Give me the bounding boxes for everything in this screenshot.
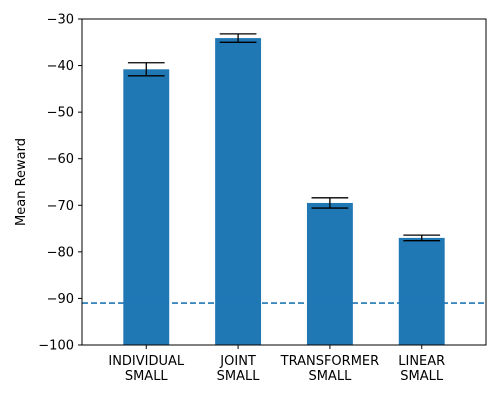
y-axis: −100 −90 −80 −70 −60 −50 −40 −30 xyxy=(38,13,82,354)
x-tick-label-3: LINEAR SMALL xyxy=(398,354,445,384)
y-tick-label-7: −30 xyxy=(47,13,74,28)
bar-0 xyxy=(123,69,170,346)
y-tick-label-6: −40 xyxy=(47,59,74,74)
bars-group xyxy=(123,38,445,346)
error-bars-group xyxy=(127,33,441,242)
x-tick-label-line: JOINT xyxy=(219,354,256,369)
y-tick-label-1: −90 xyxy=(47,292,74,307)
x-tick-label-line: SMALL xyxy=(217,369,261,384)
x-tick-label-line: SMALL xyxy=(400,369,444,384)
x-tick-label-line: SMALL xyxy=(308,369,352,384)
x-tick-label-line: TRANSFORMER xyxy=(280,354,380,369)
x-tick-label-line: SMALL xyxy=(125,369,169,384)
x-tick-label-2: TRANSFORMER SMALL xyxy=(280,354,380,384)
x-tick-label-line: INDIVIDUAL xyxy=(108,354,185,369)
x-tick-label-1: JOINT SMALL xyxy=(217,354,261,384)
y-axis-label: Mean Reward xyxy=(14,138,29,226)
y-tick-label-4: −60 xyxy=(47,152,74,167)
x-tick-label-0: INDIVIDUAL SMALL xyxy=(108,354,185,384)
y-tick-label-5: −50 xyxy=(47,106,74,121)
y-tick-label-0: −100 xyxy=(38,339,74,354)
plot-frame xyxy=(81,18,487,346)
y-tick-label-2: −80 xyxy=(47,245,74,260)
bar-2 xyxy=(306,202,353,345)
y-tick-label-3: −70 xyxy=(47,199,74,214)
bar-1 xyxy=(215,38,262,346)
x-tick-label-line: LINEAR xyxy=(398,354,445,369)
plot-border xyxy=(81,18,487,346)
bar-3 xyxy=(398,237,445,345)
